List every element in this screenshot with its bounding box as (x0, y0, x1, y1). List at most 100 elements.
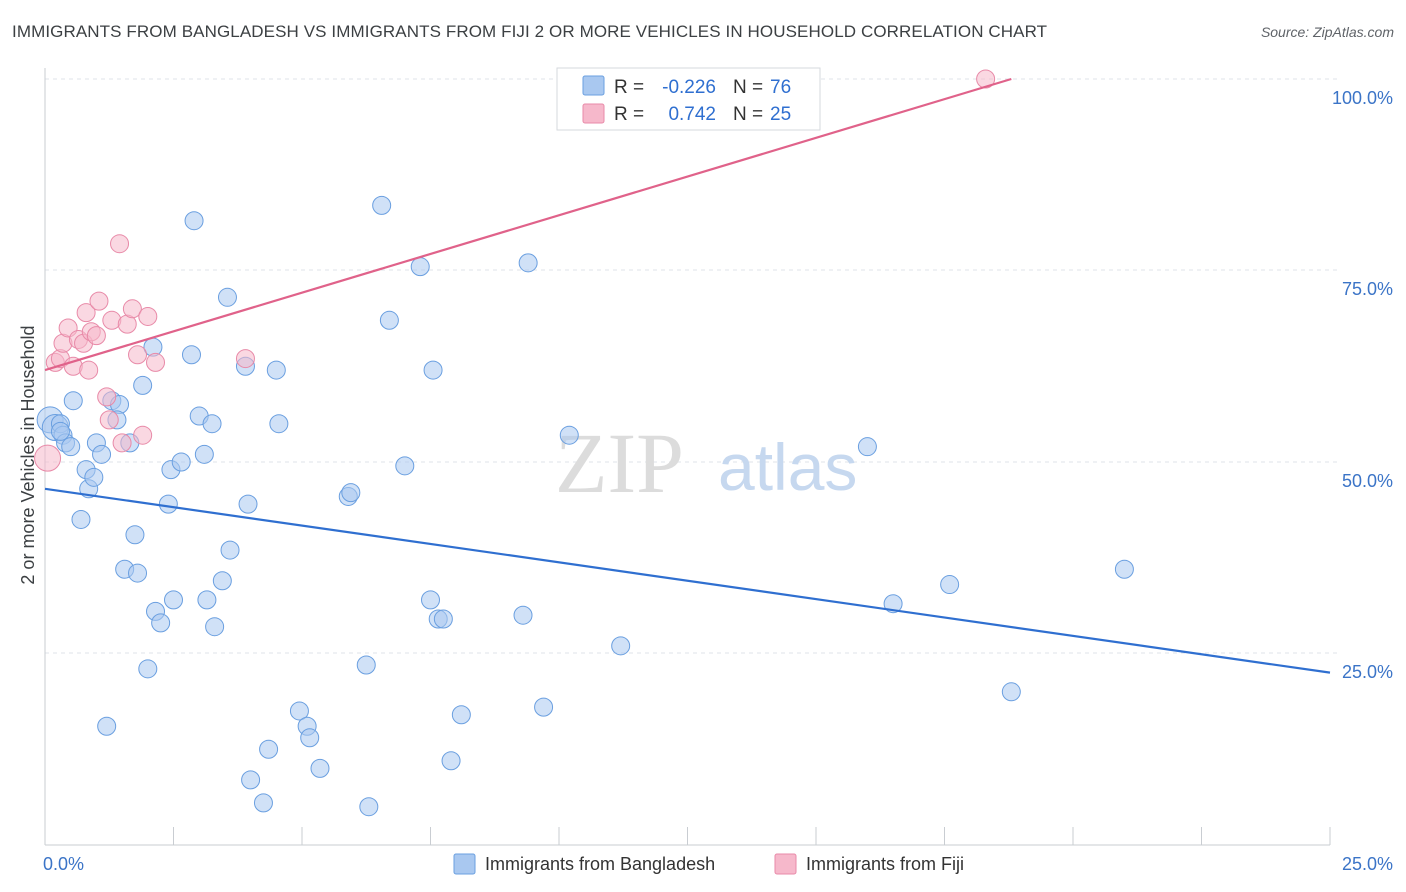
point-bangladesh (259, 739, 279, 759)
point-bangladesh (611, 636, 631, 656)
point-bangladesh (61, 437, 81, 457)
point-bangladesh (181, 345, 201, 365)
point-bangladesh (241, 770, 261, 790)
legend-r-value-1: -0.226 (662, 77, 716, 98)
point-bangladesh (289, 701, 309, 721)
bottom-legend-label-fiji: Immigrants from Fiji (806, 854, 964, 874)
point-bangladesh (441, 751, 461, 771)
point-bangladesh (220, 540, 240, 560)
point-fiji (34, 444, 62, 472)
point-bangladesh (212, 571, 232, 591)
point-fiji (79, 360, 99, 380)
legend-swatch-bangladesh (582, 75, 605, 96)
point-bangladesh (217, 287, 237, 307)
point-bangladesh (184, 211, 204, 231)
point-fiji (97, 387, 117, 407)
bottom-legend-swatch-fiji (774, 853, 797, 875)
point-bangladesh (300, 728, 320, 748)
point-fiji (86, 326, 106, 346)
point-bangladesh (158, 494, 178, 514)
point-fiji (89, 291, 109, 311)
legend-n-label-2: N = (733, 104, 763, 125)
point-fiji (138, 306, 158, 326)
point-bangladesh (128, 563, 148, 583)
legend-n-value-1: 76 (770, 77, 791, 98)
point-bangladesh (84, 467, 104, 487)
legend-r-value-2: 0.742 (668, 104, 716, 125)
point-bangladesh (50, 421, 70, 441)
legend-r-label-1: R = (614, 77, 644, 98)
point-fiji (235, 349, 255, 369)
point-bangladesh (433, 609, 453, 629)
x-tick-label-max: 25.0% (1342, 854, 1393, 874)
point-bangladesh (138, 659, 158, 679)
point-fiji (112, 433, 132, 453)
point-bangladesh (194, 444, 214, 464)
source-credit: Source: ZipAtlas.com (1260, 24, 1394, 40)
point-bangladesh (356, 655, 376, 675)
legend-n-label-1: N = (733, 77, 763, 98)
point-bangladesh (164, 590, 183, 610)
legend-r-label-2: R = (614, 104, 644, 125)
y-tick-label-50: 50.0% (1342, 471, 1393, 491)
point-bangladesh (423, 360, 443, 380)
point-fiji (976, 69, 996, 89)
point-fiji (128, 345, 148, 365)
legend-n-value-2: 25 (770, 104, 791, 125)
point-fiji (133, 425, 153, 445)
point-bangladesh (940, 575, 960, 595)
point-bangladesh (97, 716, 117, 736)
point-fiji (99, 410, 119, 430)
point-bangladesh (125, 525, 145, 545)
point-bangladesh (372, 195, 392, 215)
trendline-fiji (44, 77, 1012, 372)
point-bangladesh (379, 310, 399, 330)
point-bangladesh (534, 697, 554, 717)
legend-swatch-fiji (582, 103, 605, 124)
point-bangladesh (63, 391, 83, 411)
point-bangladesh (253, 793, 273, 813)
y-tick-label-25: 25.0% (1342, 662, 1393, 682)
point-bangladesh (205, 617, 225, 637)
correlation-legend: R = -0.226 N = 76 R = 0.742 N = 25 (556, 67, 821, 131)
trendline-bangladesh (44, 487, 1331, 674)
chart-title: IMMIGRANTS FROM BANGLADESH VS IMMIGRANTS… (12, 22, 1048, 41)
point-bangladesh (341, 483, 361, 503)
y-tick-label-100: 100.0% (1332, 88, 1393, 108)
x-tick-label-min: 0.0% (43, 854, 84, 874)
point-bangladesh (266, 360, 286, 380)
point-bangladesh (133, 375, 153, 395)
point-bangladesh (92, 444, 112, 464)
point-bangladesh (410, 257, 430, 277)
series-legend: Immigrants from Bangladesh Immigrants fr… (453, 853, 964, 875)
point-fiji (76, 303, 96, 323)
point-bangladesh (202, 414, 222, 434)
point-fiji (122, 299, 142, 319)
watermark-atlas: atlas (718, 430, 857, 504)
point-fiji (146, 352, 166, 372)
point-bangladesh (197, 590, 217, 610)
point-bangladesh (359, 797, 379, 817)
point-bangladesh (451, 705, 471, 725)
point-fiji (110, 234, 130, 254)
point-bangladesh (1114, 559, 1134, 579)
point-bangladesh (171, 452, 191, 472)
point-bangladesh (269, 414, 289, 434)
point-bangladesh (559, 425, 579, 445)
point-bangladesh (857, 437, 877, 457)
data-points (34, 69, 1134, 817)
bottom-legend-label-bangladesh: Immigrants from Bangladesh (485, 854, 715, 874)
bottom-legend-swatch-bangladesh (453, 853, 476, 875)
point-bangladesh (513, 605, 533, 625)
y-axis-label: 2 or more Vehicles in Household (18, 325, 38, 584)
point-bangladesh (518, 253, 538, 273)
point-bangladesh (151, 613, 171, 633)
y-tick-label-75: 75.0% (1342, 279, 1393, 299)
point-bangladesh (310, 758, 330, 778)
point-bangladesh (421, 590, 440, 610)
point-bangladesh (71, 509, 91, 529)
trend-lines (44, 77, 1331, 674)
point-bangladesh (1001, 682, 1021, 702)
point-bangladesh (395, 456, 415, 476)
